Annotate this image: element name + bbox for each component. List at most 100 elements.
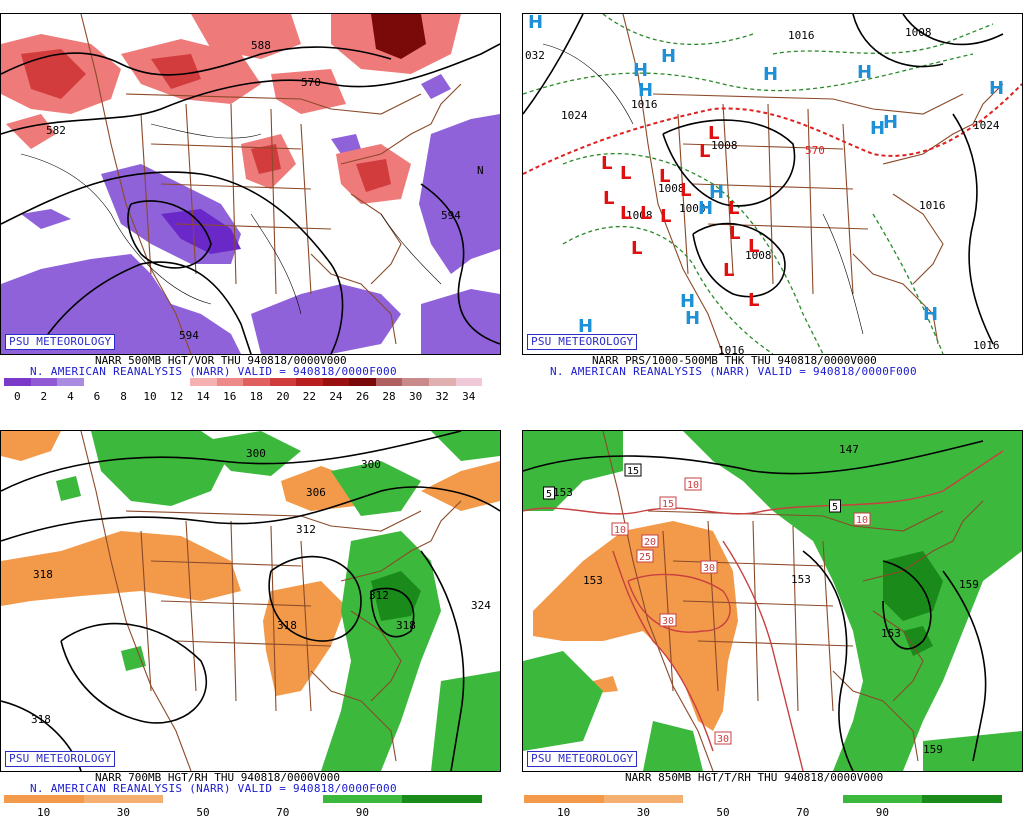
contour-label: 570 xyxy=(301,76,321,89)
map-caption-title: NARR 700MB HGT/RH THU 940818/0000V000 xyxy=(95,771,341,784)
colorbar-swatch xyxy=(322,378,350,386)
colorbar-tick: 50 xyxy=(196,806,210,819)
high-pressure-icon: H xyxy=(763,64,778,85)
low-pressure-icon: L xyxy=(708,123,719,144)
low-pressure-icon: L xyxy=(620,203,631,224)
colorbar-swatch xyxy=(4,378,31,386)
rh-colorbar xyxy=(524,795,1003,803)
colorbar-tick: 22 xyxy=(302,390,316,403)
rh-colorbar-ticks: 10 30 50 70 90 xyxy=(524,806,1002,819)
temperature-label: 10 xyxy=(853,512,871,526)
colorbar-swatch xyxy=(603,795,684,803)
pressure-label: 1008 xyxy=(745,249,772,262)
colorbar-tick: 18 xyxy=(249,390,263,403)
temperature-label: 30 xyxy=(659,613,677,627)
map-caption-title: NARR 850MB HGT/T/RH THU 940818/0000V000 xyxy=(625,771,884,784)
map-caption-title: NARR 500MB HGT/VOR THU 940818/0000V000 xyxy=(95,354,347,367)
colorbar-swatch xyxy=(110,378,137,386)
colorbar-tick: 0 xyxy=(13,390,21,403)
pressure-label: 1008 xyxy=(679,202,706,215)
colorbar-swatch xyxy=(375,378,403,386)
temperature-label: 5 xyxy=(829,499,841,513)
colorbar-swatch xyxy=(163,378,190,386)
colorbar-tick: 30 xyxy=(116,806,130,819)
temperature-label: 30 xyxy=(714,731,732,745)
psu-meteorology-badge: PSU METEOROLOGY xyxy=(5,751,116,767)
colorbar-swatch xyxy=(763,795,843,803)
colorbar-tick: 12 xyxy=(169,390,184,403)
panel-500mb-vorticity: 582 588 570 594 594 N PSU METEOROLOGY NA… xyxy=(0,0,502,410)
svg-text:10: 10 xyxy=(614,525,626,536)
high-pressure-icon: H xyxy=(578,316,593,337)
svg-text:25: 25 xyxy=(639,552,651,563)
temperature-label: 20 xyxy=(641,534,659,548)
height-label: 300 xyxy=(361,458,381,471)
svg-text:15: 15 xyxy=(662,499,674,510)
colorbar-swatch xyxy=(83,795,164,803)
colorbar-swatch xyxy=(429,378,456,386)
rh-colorbar-ticks: 10 30 50 70 90 xyxy=(4,806,482,819)
svg-text:5: 5 xyxy=(832,502,838,513)
colorbar-tick: 14 xyxy=(196,390,210,403)
pressure-label: 1008 xyxy=(905,26,932,39)
colorbar-swatch xyxy=(269,378,297,386)
height-label: 147 xyxy=(839,443,859,456)
colorbar-swatch xyxy=(30,378,58,386)
colorbar-tick: 20 xyxy=(276,390,290,403)
map-850mb: 147 153 153 153 159 153 159 5 15 15 10 10 20 2… xyxy=(522,430,1023,772)
high-pressure-icon: H xyxy=(883,112,898,133)
height-label: 312 xyxy=(296,523,316,536)
svg-text:15: 15 xyxy=(627,466,639,477)
thickness-label: 570 xyxy=(805,144,825,157)
colorbar-tick: 6 xyxy=(93,390,101,403)
psu-meteorology-badge: PSU METEOROLOGY xyxy=(527,334,638,350)
colorbar-swatch xyxy=(842,795,923,803)
contour-label: 594 xyxy=(179,329,199,342)
colorbar-tick: 4 xyxy=(67,390,74,403)
height-label: 300 xyxy=(246,447,266,460)
height-label: 153 xyxy=(881,627,901,640)
colorbar-tick: 90 xyxy=(875,806,890,819)
contour-label: N xyxy=(477,164,484,177)
psu-meteorology-badge: PSU METEOROLOGY xyxy=(527,751,638,767)
height-label: 318 xyxy=(33,568,53,581)
low-pressure-icon: L xyxy=(748,290,759,311)
colorbar-swatch xyxy=(524,795,604,803)
temperature-label: 15 xyxy=(624,463,642,477)
panel-pressure-thickness: 032 1024 1016 1016 1008 1008 1008 1008 1… xyxy=(520,0,1024,410)
map-700mb-svg: 300 300 306 312 318 318 312 318 324 318 xyxy=(1,431,500,771)
colorbar-swatch xyxy=(402,378,429,386)
low-pressure-icon: L xyxy=(603,188,614,209)
high-pressure-icon: H xyxy=(685,308,700,329)
rh-colorbar xyxy=(4,795,483,803)
high-pressure-icon: H xyxy=(870,118,885,139)
vorticity-colorbar-ticks: 0 2 4 6 8 10 12 14 16 18 20 22 24 26 28 30 32 34 xyxy=(4,390,482,403)
low-pressure-icon: L xyxy=(699,141,710,162)
high-pressure-icon: H xyxy=(857,62,872,83)
colorbar-swatch xyxy=(322,795,403,803)
pressure-label: 1016 xyxy=(919,199,946,212)
colorbar-swatch xyxy=(216,378,244,386)
colorbar-swatch xyxy=(455,378,483,386)
low-pressure-icon: L xyxy=(620,163,631,184)
height-label: 159 xyxy=(923,743,943,756)
pressure-label: 1024 xyxy=(561,109,588,122)
height-label: 153 xyxy=(583,574,603,587)
svg-text:10: 10 xyxy=(687,480,699,491)
colorbar-tick: 34 xyxy=(462,390,476,403)
height-label: 312 xyxy=(369,589,389,602)
high-pressure-icon: H xyxy=(989,78,1004,99)
colorbar-tick: 32 xyxy=(435,390,449,403)
psu-meteorology-badge: PSU METEOROLOGY xyxy=(5,334,116,350)
svg-text:30: 30 xyxy=(703,563,715,574)
temperature-label: 10 xyxy=(611,522,629,536)
contour-label: 594 xyxy=(441,209,461,222)
colorbar-swatch xyxy=(163,795,244,803)
low-pressure-icon: L xyxy=(748,236,759,257)
pressure-label: 1016 xyxy=(788,29,815,42)
colorbar-tick: 28 xyxy=(382,390,396,403)
colorbar-tick: 8 xyxy=(120,390,127,403)
colorbar-swatch xyxy=(136,378,164,386)
height-label: 318 xyxy=(277,619,297,632)
svg-text:5: 5 xyxy=(546,489,552,500)
